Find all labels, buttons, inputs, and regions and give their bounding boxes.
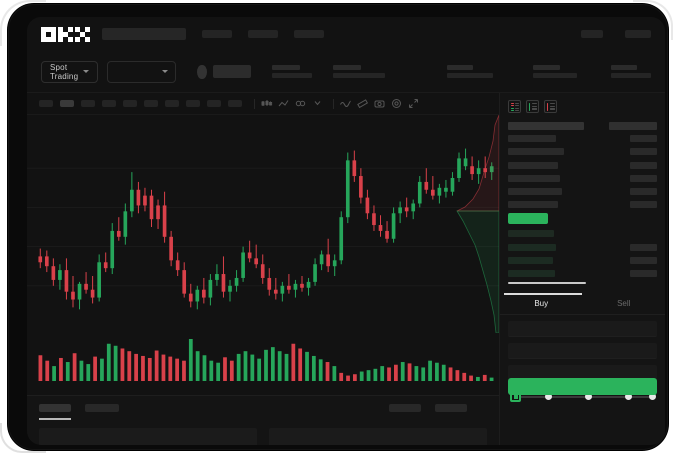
orderbook-ask-row[interactable] (508, 147, 657, 156)
compare-icon[interactable] (311, 97, 324, 110)
bp-action-1[interactable] (389, 404, 421, 412)
page-corner-top-left (0, 0, 46, 46)
orderbook-asks-icon[interactable] (544, 100, 557, 113)
chevron-down-icon (83, 70, 90, 73)
camera-icon[interactable] (373, 97, 386, 110)
orderbook-ask-row[interactable] (508, 200, 657, 209)
orderbook-ask-row[interactable] (508, 174, 657, 183)
settings-icon[interactable] (390, 97, 403, 110)
bp-action-2[interactable] (435, 404, 467, 412)
slider-stop-25[interactable] (545, 393, 552, 400)
pair-name-skeleton (212, 65, 251, 78)
orderbook-bids-icon[interactable] (526, 100, 539, 113)
wave-icon[interactable] (339, 97, 352, 110)
volume-chart[interactable] (27, 333, 499, 395)
stat-high-24h (447, 65, 493, 78)
volume-bars-svg (38, 339, 494, 381)
stat-last-price (272, 65, 312, 78)
toolbar-divider (254, 98, 255, 109)
timeframe-9[interactable] (207, 100, 221, 107)
depth-chart-overlay (449, 115, 499, 333)
trading-pair-dropdown[interactable] (107, 60, 177, 83)
device-screen: Spot Trading (27, 17, 665, 445)
submit-buy-button[interactable] (508, 378, 657, 395)
device-bezel: Spot Trading (8, 4, 668, 450)
price-chart[interactable] (27, 115, 499, 333)
timeframe-3[interactable] (81, 100, 95, 107)
okx-logo-k (58, 26, 73, 42)
active-tab-underline (504, 293, 582, 295)
orderbook-view-tabs (500, 93, 665, 117)
orderbook-ask-row[interactable] (508, 187, 657, 196)
okx-logo-x (75, 26, 90, 42)
page-corner-top-right (633, 0, 673, 40)
timeframe-8[interactable] (186, 100, 200, 107)
stat-volume-24h (611, 65, 651, 78)
timeframe-5[interactable] (123, 100, 137, 107)
spot-trading-label: Spot Trading (50, 62, 79, 81)
candlestick-svg (27, 148, 499, 310)
market-info-bar: Spot Trading (27, 51, 665, 93)
order-amount-field[interactable] (508, 343, 657, 359)
indicators-icon[interactable] (294, 97, 307, 110)
candlestick-icon[interactable] (260, 97, 273, 110)
orders-panel (27, 395, 499, 445)
active-tab-underline (39, 418, 71, 420)
orderbook-scrollbar[interactable] (508, 281, 586, 284)
orderbook-bid-row[interactable] (508, 269, 657, 278)
ruler-icon[interactable] (356, 97, 369, 110)
slider-stop-75[interactable] (625, 393, 632, 400)
orderbook-bid-row[interactable] (508, 229, 657, 238)
orderbook-header-row (508, 121, 657, 130)
timeframe-1[interactable] (39, 100, 53, 107)
stat-change-24h (333, 65, 385, 78)
timeframe-10[interactable] (228, 100, 242, 107)
order-price-field[interactable] (508, 321, 657, 337)
okx-logo-icon[interactable] (41, 26, 90, 42)
stat-low-24h (533, 65, 577, 78)
slider-stop-100[interactable] (649, 393, 656, 400)
orderbook-bid-row[interactable] (508, 243, 657, 252)
orderbook-ask-row[interactable] (508, 134, 657, 143)
tab-buy[interactable]: Buy (534, 299, 549, 308)
bp-card-left (39, 428, 257, 445)
orderbook-ask-row[interactable] (508, 161, 657, 170)
tab-sell[interactable]: Sell (617, 299, 631, 308)
top-navigation-bar (27, 17, 665, 51)
timeframe-6[interactable] (144, 100, 158, 107)
search-input[interactable] (102, 28, 186, 40)
nav-item-2[interactable] (248, 30, 278, 38)
timeframe-7[interactable] (165, 100, 179, 107)
orderbook-list[interactable] (500, 117, 665, 284)
chevron-down-icon (162, 70, 169, 73)
nav-item-1[interactable] (202, 30, 232, 38)
orderbook-spread-row (508, 213, 657, 225)
timeframe-2[interactable] (60, 100, 74, 107)
buy-sell-tabs: Buy Sell (500, 293, 665, 315)
order-entry-form: Buy Sell (500, 293, 665, 403)
pair-coin-avatar (197, 64, 207, 79)
fullscreen-icon[interactable] (407, 97, 420, 110)
orderbook-both-icon[interactable] (508, 100, 521, 113)
line-chart-icon[interactable] (277, 97, 290, 110)
nav-item-4[interactable] (581, 30, 603, 38)
bp-card-right (269, 428, 487, 445)
orderbook-bid-row[interactable] (508, 256, 657, 265)
spot-trading-dropdown[interactable]: Spot Trading (41, 60, 99, 83)
timeframe-4[interactable] (102, 100, 116, 107)
page-corner-bottom-left (0, 423, 46, 453)
slider-stop-50[interactable] (585, 393, 592, 400)
tab-open-orders[interactable] (39, 404, 71, 412)
nav-item-3[interactable] (294, 30, 324, 38)
slider-track (513, 396, 652, 398)
chart-toolbar (27, 93, 499, 115)
tab-order-history[interactable] (85, 404, 119, 412)
orderbook-panel: Buy Sell (499, 93, 665, 445)
toolbar-divider-2 (333, 98, 334, 109)
